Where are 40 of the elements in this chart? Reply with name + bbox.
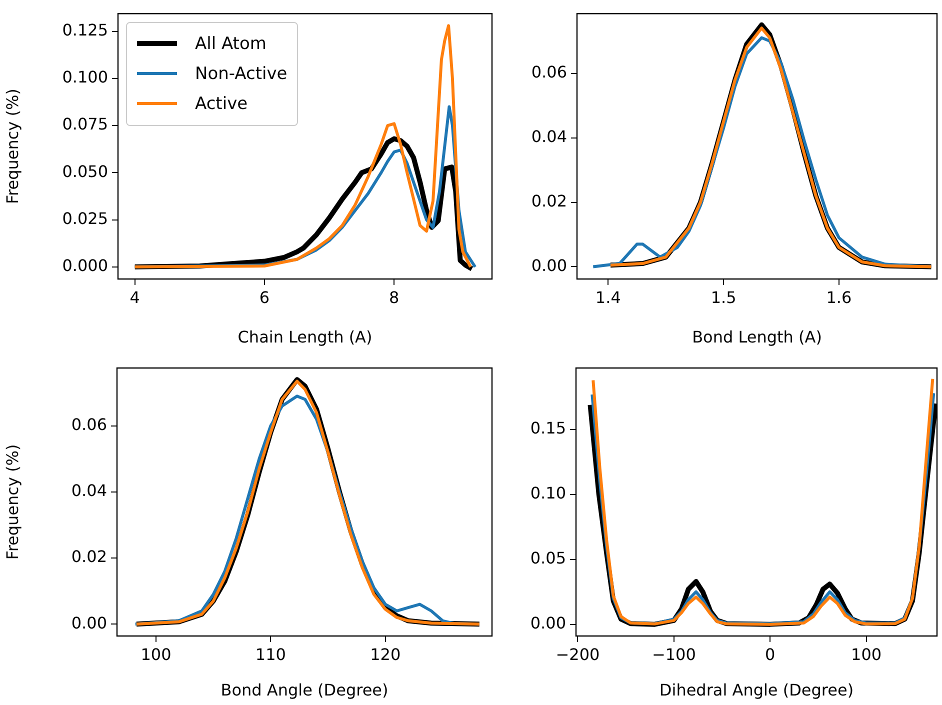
y-tick-label: 0.00 xyxy=(71,613,107,632)
x-tick-label: −100 xyxy=(652,644,696,664)
y-tick-label: 0.04 xyxy=(71,481,107,500)
y-tick-label: 0.10 xyxy=(530,484,566,503)
x-tick-label: 6 xyxy=(259,288,270,307)
y-tick-label: 0.00 xyxy=(530,613,566,632)
x-axis-title: Bond Angle (Degree) xyxy=(220,680,388,700)
y-tick-label: 0.00 xyxy=(531,256,567,275)
y-tick-label: 0.000 xyxy=(62,256,108,276)
y-tick-label: 0.02 xyxy=(71,547,107,566)
x-axis-title: Dihedral Angle (Degree) xyxy=(659,680,854,700)
y-tick-label: 0.02 xyxy=(531,191,567,210)
legend-label: Active xyxy=(195,92,248,116)
x-tick-label: 0 xyxy=(765,644,776,664)
y-tick-label: 0.06 xyxy=(531,62,567,82)
x-axis-title: Bond Length (A) xyxy=(692,328,822,347)
y-tick-label: 0.04 xyxy=(531,126,567,146)
y-tick-label: 0.15 xyxy=(530,418,566,438)
y-tick-label: 0.075 xyxy=(62,114,108,134)
y-tick-label: 0.050 xyxy=(62,162,108,181)
x-tick-label: 100 xyxy=(140,644,172,664)
y-tick-label: 0.06 xyxy=(71,414,107,434)
x-tick-label: 1.5 xyxy=(710,288,736,307)
y-tick-label: 0.025 xyxy=(62,208,108,228)
x-tick-label: 100 xyxy=(851,644,882,664)
x-tick-label: 4 xyxy=(130,288,140,307)
x-tick-label: −200 xyxy=(556,644,600,664)
y-axis-title: Frequency (%) xyxy=(2,444,22,560)
y-tick-label: 0.100 xyxy=(62,68,108,87)
x-tick-label: 1.4 xyxy=(595,288,621,307)
y-axis-title: Frequency (%) xyxy=(2,88,22,204)
y-tick-label: 0.05 xyxy=(530,548,566,568)
x-tick-label: 110 xyxy=(255,644,286,664)
y-tick-label: 0.125 xyxy=(62,20,108,40)
legend-label: Non-Active xyxy=(195,62,288,86)
legend-label: All Atom xyxy=(195,32,266,56)
x-tick-label: 120 xyxy=(370,644,401,664)
x-tick-label: 1.6 xyxy=(826,288,852,307)
x-tick-label: 8 xyxy=(389,288,400,307)
x-axis-title: Chain Length (A) xyxy=(238,328,372,347)
